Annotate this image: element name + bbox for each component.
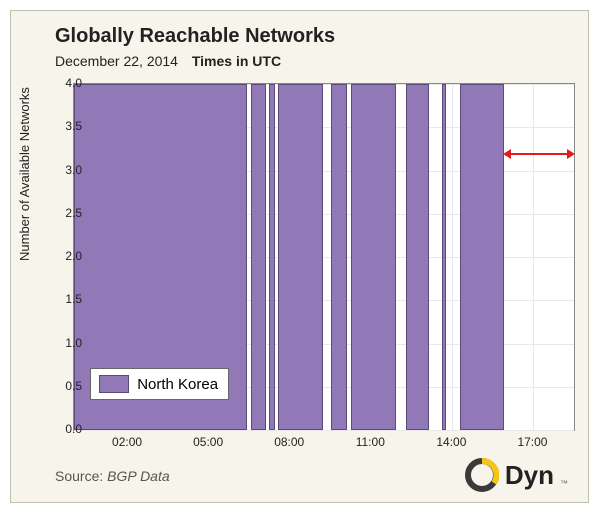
y-axis-label-text: Number of Available Networks [17,87,32,261]
source-attribution: Source: BGP Data [55,468,170,484]
annotation-arrow [509,153,568,155]
x-tick-label: 02:00 [112,435,142,449]
subtitle-timezone: Times in UTC [192,53,281,69]
data-bar [251,84,266,430]
y-tick-label: 3.0 [52,163,82,177]
y-tick-label: 2.5 [52,206,82,220]
figure-container: Globally Reachable Networks December 22,… [0,0,599,513]
arrowhead-icon [503,149,511,159]
y-tick-label: 2.0 [52,249,82,263]
y-tick-label: 0.0 [52,422,82,436]
legend: North Korea [90,368,229,400]
dyn-logo-icon [465,458,499,492]
y-tick-label: 0.5 [52,379,82,393]
data-bar [331,84,347,430]
gridline-h [74,430,574,431]
y-axis-label: Number of Available Networks [17,87,32,261]
data-bar [460,84,503,430]
dyn-logo: Dyn ™ [465,458,568,492]
data-bar [351,84,396,430]
chart-subtitle: December 22, 2014 Times in UTC [55,53,281,69]
legend-label: North Korea [137,376,218,393]
plot-area: North Korea [73,83,575,431]
x-tick-label: 14:00 [436,435,466,449]
chart-panel: Globally Reachable Networks December 22,… [10,10,589,503]
dyn-logo-text: Dyn [505,460,554,491]
legend-swatch [99,375,129,393]
y-tick-label: 1.0 [52,336,82,350]
x-tick-label: 17:00 [517,435,547,449]
data-bar [406,84,429,430]
y-tick-label: 3.5 [52,119,82,133]
gridline-v [533,84,534,430]
chart-title: Globally Reachable Networks [55,25,335,48]
x-tick-label: 05:00 [193,435,223,449]
y-tick-label: 1.5 [52,292,82,306]
data-bar [269,84,276,430]
data-bar [442,84,446,430]
data-bar [278,84,323,430]
subtitle-date: December 22, 2014 [55,53,178,69]
y-tick-label: 4.0 [52,76,82,90]
x-tick-label: 11:00 [356,435,385,449]
x-tick-label: 08:00 [274,435,304,449]
source-prefix: Source: [55,468,107,484]
arrowhead-icon [567,149,575,159]
trademark-symbol: ™ [560,479,568,488]
source-name: BGP Data [107,468,170,484]
gridline-v [452,84,453,430]
